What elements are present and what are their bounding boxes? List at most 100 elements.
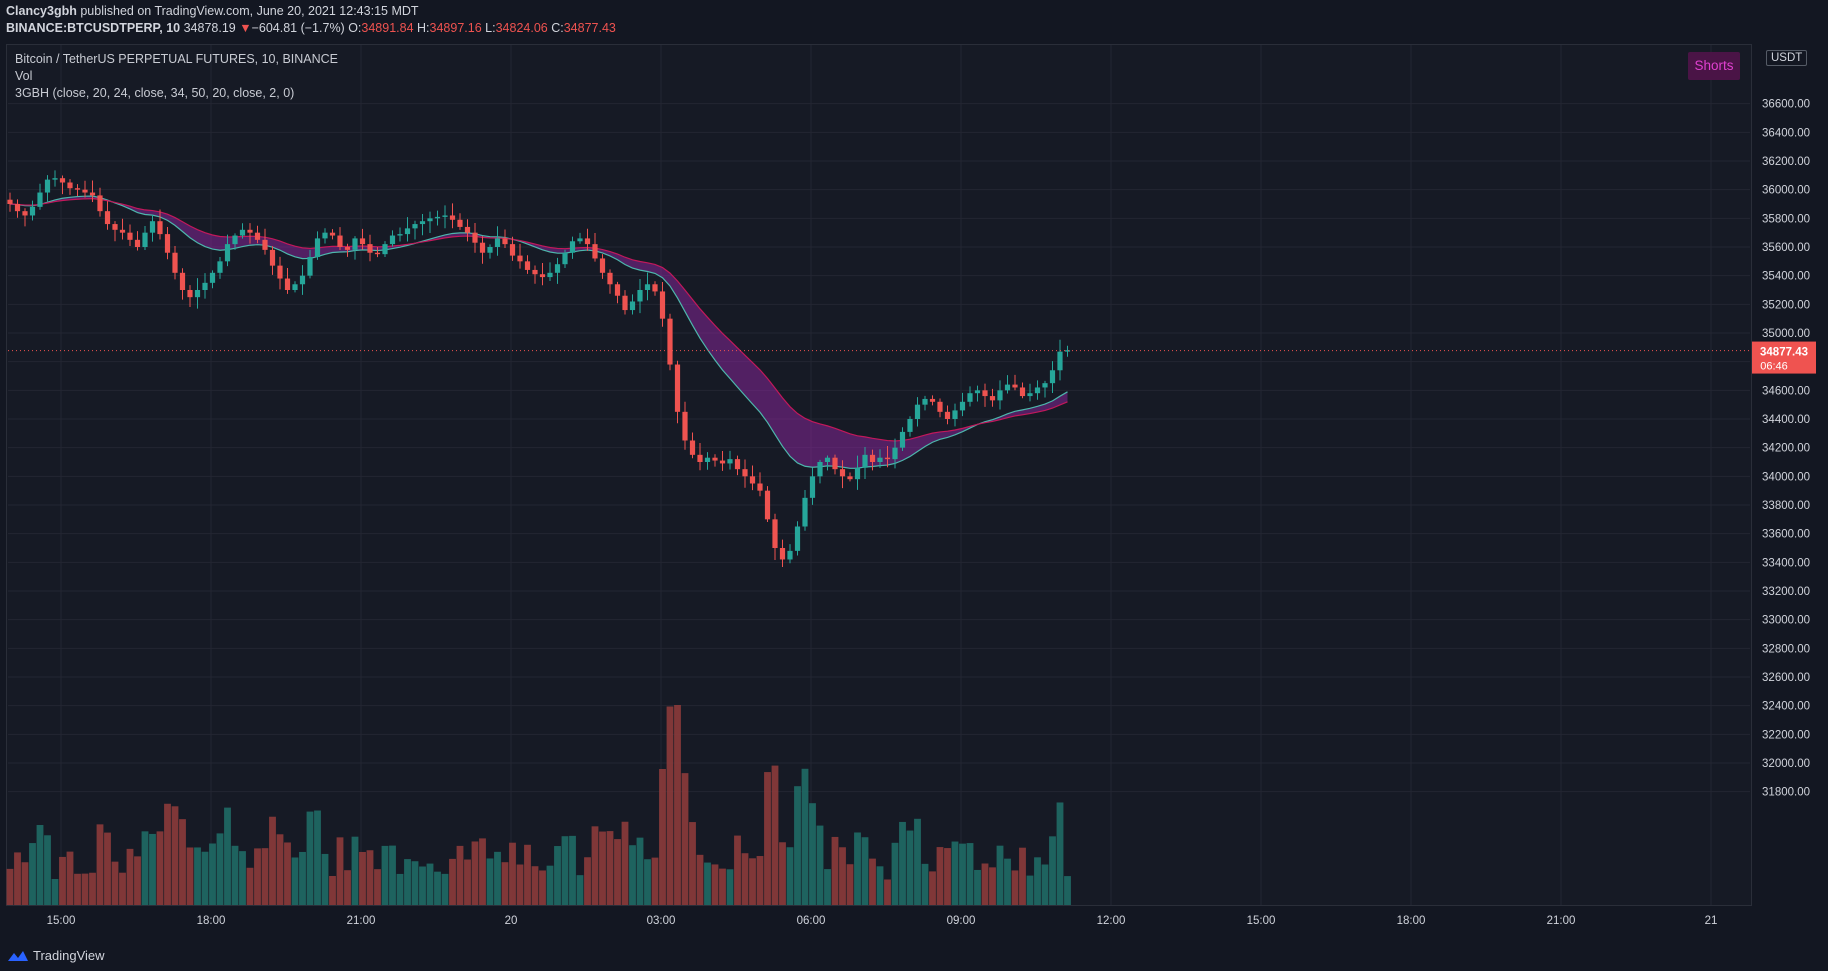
volume-bar	[981, 863, 989, 905]
y-tick-label: 33800.00	[1762, 500, 1810, 512]
volume-bar	[1064, 876, 1071, 905]
volume-bar	[674, 705, 681, 905]
volume-bar	[186, 847, 194, 905]
volume-bar	[359, 851, 366, 905]
candle-body	[472, 232, 478, 243]
volume-bar	[44, 835, 51, 905]
x-tick-label: 18:00	[1397, 915, 1426, 927]
volume-bar	[636, 837, 644, 905]
volume-bar	[539, 870, 546, 905]
volume-bar	[831, 836, 839, 905]
high-value: 34897.16	[429, 21, 482, 35]
volume-bar	[239, 851, 246, 905]
change-arrow-icon: ▼	[239, 21, 252, 35]
volume-bar	[261, 848, 269, 905]
volume-bar	[389, 845, 396, 905]
candle-body	[187, 290, 193, 298]
volume-bar	[726, 869, 734, 905]
candle-body	[284, 278, 291, 290]
candle-body	[539, 274, 546, 278]
volume-bar	[246, 867, 254, 905]
high-label: H:	[417, 21, 430, 35]
volume-bar	[171, 806, 179, 905]
volume-bar	[1026, 875, 1034, 905]
volume-bar	[809, 803, 816, 905]
volume-bar	[231, 845, 239, 905]
x-tick-label: 09:00	[947, 915, 976, 927]
volume-bar	[651, 857, 659, 905]
y-tick-label: 36000.00	[1762, 185, 1810, 197]
volume-bar	[996, 845, 1004, 905]
publisher-line: Clancy3gbh published on TradingView.com,…	[6, 4, 419, 18]
low-label: L:	[485, 21, 496, 35]
chart-pane[interactable]	[6, 44, 1752, 906]
volume-bar	[66, 851, 74, 905]
volume-bar	[59, 856, 66, 905]
ema-slow-line	[9, 198, 1068, 442]
y-tick-label: 36200.00	[1762, 156, 1810, 168]
volume-bar	[29, 843, 36, 905]
candle-body	[292, 284, 298, 290]
volume-bar	[396, 873, 404, 905]
volume-bar	[659, 768, 666, 905]
volume-bar	[201, 851, 209, 905]
candle-body	[832, 457, 838, 470]
symbol-name: BINANCE:BTCUSDTPERP, 10	[6, 21, 181, 35]
candle-body	[839, 469, 846, 477]
volume-bar	[591, 826, 599, 905]
volume-bar	[299, 851, 306, 905]
candle-body	[82, 189, 88, 193]
volume-bar	[321, 853, 329, 905]
candle-body	[464, 226, 471, 233]
volume-bar	[89, 872, 96, 905]
candle-body	[997, 390, 1003, 401]
grid-lines	[8, 45, 1750, 905]
chart-title[interactable]: Bitcoin / TetherUS PERPETUAL FUTURES, 10…	[15, 52, 339, 66]
currency-label[interactable]: USDT	[1766, 50, 1808, 66]
volume-bar	[861, 837, 869, 905]
candle-body	[52, 178, 58, 180]
candle-body	[667, 318, 673, 365]
volume-bar	[336, 837, 344, 905]
volume-bar	[314, 810, 321, 905]
candle-body	[67, 182, 73, 189]
volume-bar	[561, 836, 569, 905]
tradingview-logo-icon[interactable]	[6, 949, 30, 963]
candle-body	[929, 398, 936, 402]
volume-legend[interactable]: Vol	[15, 69, 33, 83]
volume-bar	[869, 858, 876, 905]
candle-body	[877, 457, 883, 462]
brand-name[interactable]: TradingView	[33, 948, 105, 963]
candle-body	[779, 548, 786, 560]
volume-bar	[21, 862, 29, 905]
candle-body	[1057, 351, 1063, 371]
candle-body	[899, 431, 906, 448]
candle-body	[389, 235, 396, 245]
candle-body	[727, 459, 733, 464]
candle-body	[14, 204, 21, 212]
volume-bar	[1011, 870, 1019, 905]
volume-bar	[149, 833, 156, 905]
volume-bar	[584, 857, 591, 905]
candle-body	[487, 247, 493, 253]
y-tick-label: 32000.00	[1762, 758, 1810, 770]
volume-bar	[501, 862, 509, 905]
candle-body	[757, 483, 763, 491]
price-tag-group: 34877.43 06:46	[8, 341, 1816, 374]
indicator-legend[interactable]: 3GBH (close, 20, 24, close, 34, 50, 20, …	[15, 86, 295, 100]
candle-body	[172, 252, 178, 273]
volume-bar	[194, 847, 201, 905]
candle-body	[554, 264, 561, 273]
publisher-name[interactable]: Clancy3gbh	[6, 4, 77, 18]
volume-bar	[344, 870, 351, 905]
candle-body	[157, 221, 163, 235]
volume-bar	[381, 845, 389, 905]
candle-body	[127, 232, 133, 240]
candle-body	[787, 550, 793, 560]
y-tick-label: 31800.00	[1762, 787, 1810, 799]
volume-bar	[126, 848, 134, 905]
candle-body	[959, 401, 966, 411]
low-value: 34824.06	[495, 21, 548, 35]
volume-bar	[854, 832, 861, 905]
